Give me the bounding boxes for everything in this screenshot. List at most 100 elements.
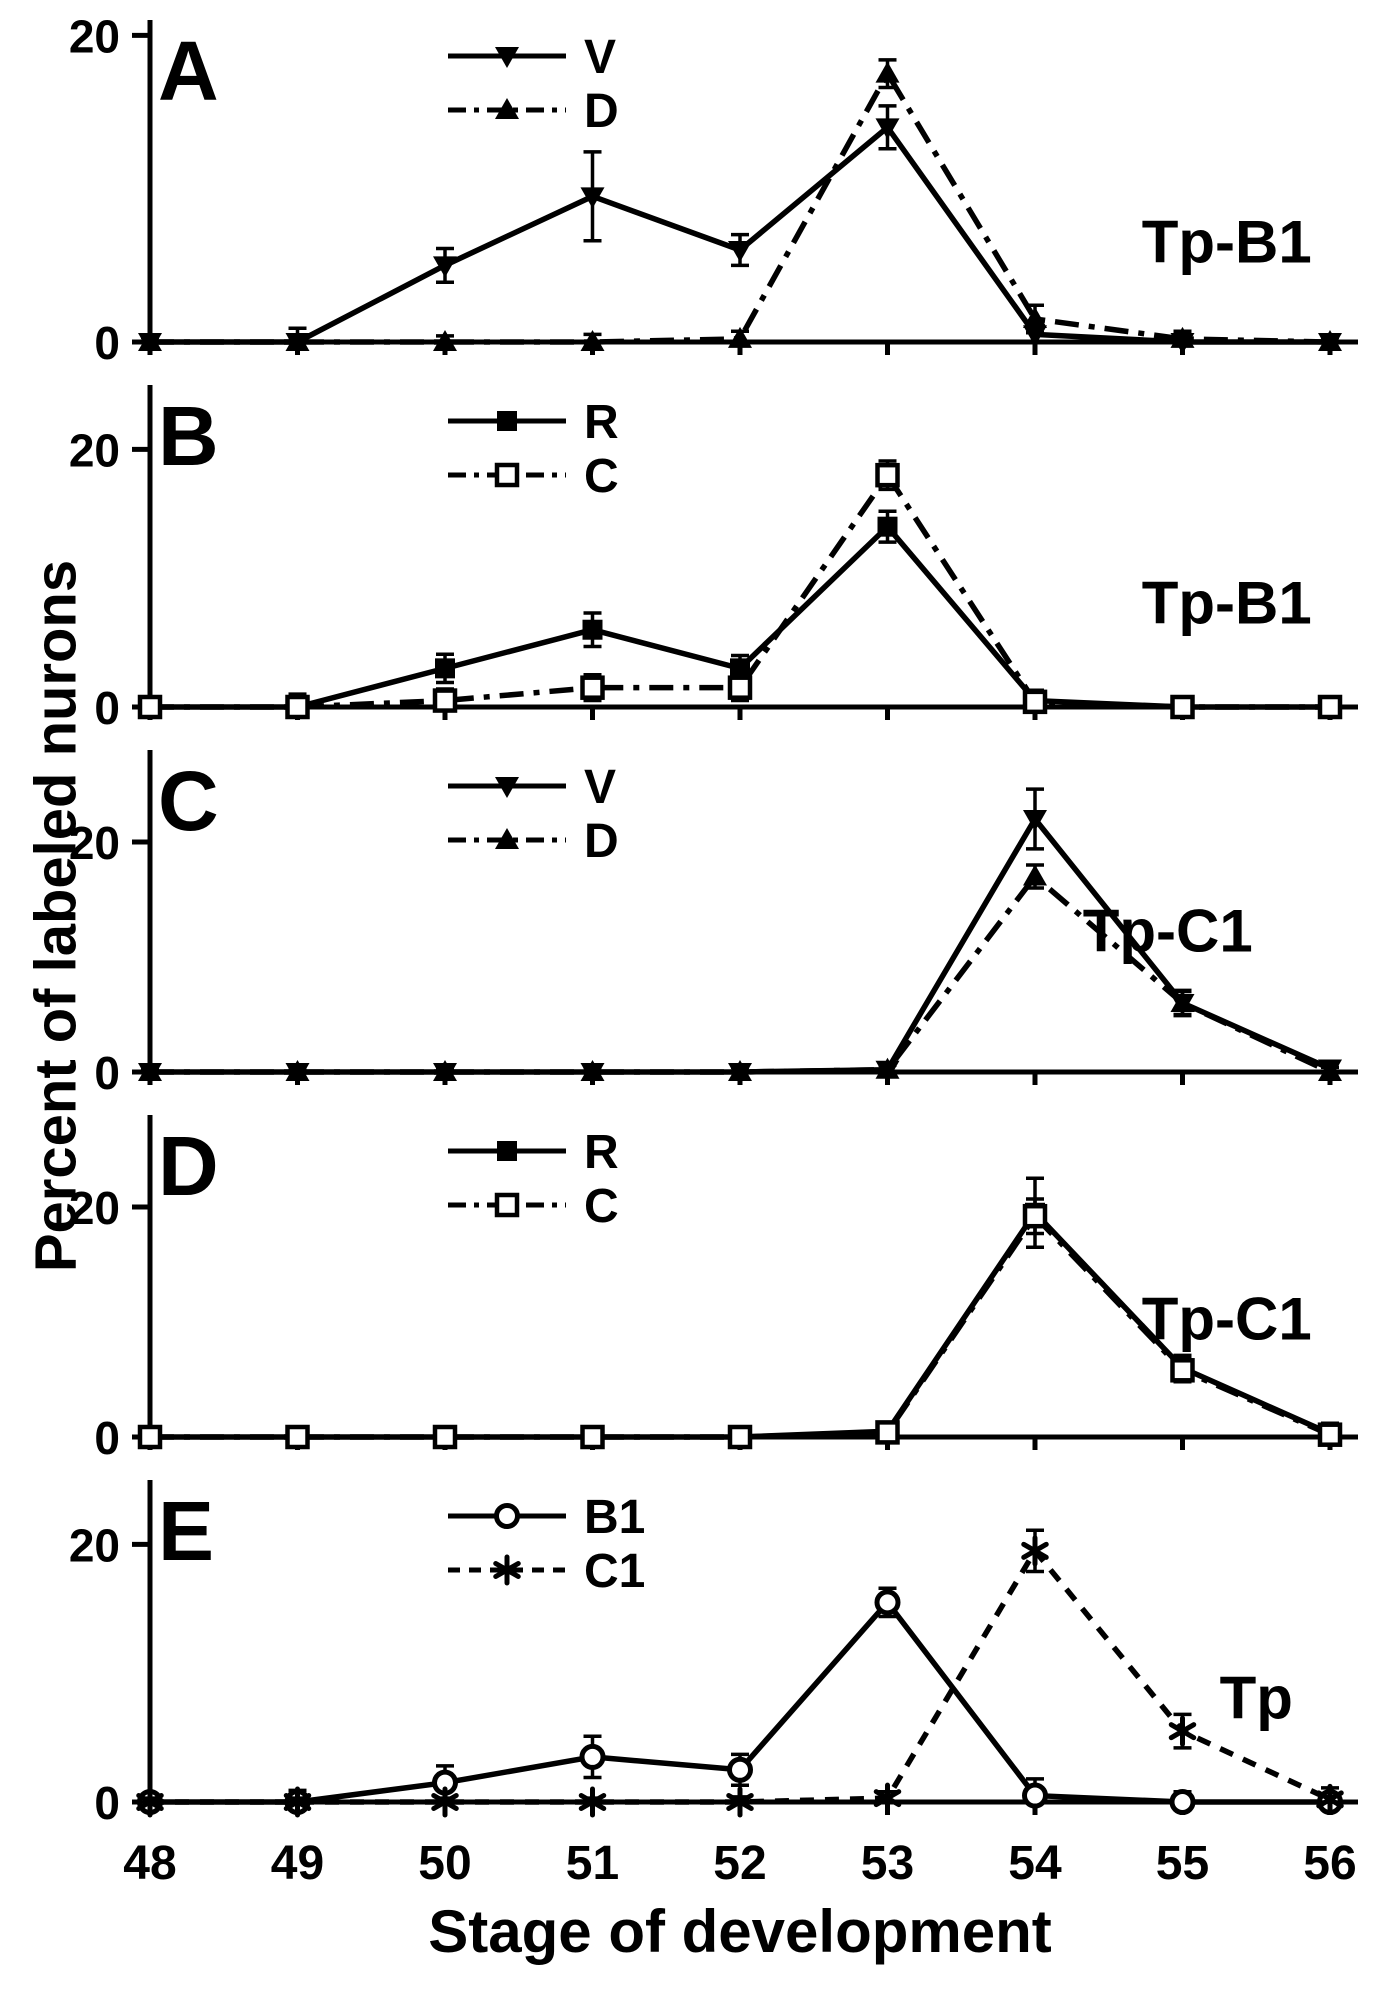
panel-a-plot: 0 20 VD A Tp-B1 [69,10,1358,369]
x-tick-label: 53 [861,1837,914,1890]
open-circle-marker [1169,1789,1196,1815]
triangle-down-marker [875,118,900,140]
triangle-up-marker [1023,307,1047,328]
open-square-marker [494,462,520,488]
asterisk-marker [283,1793,312,1811]
triangle-up-marker [580,1060,605,1081]
panel-c-plot: 0 20 VD C Tp-C1 [69,750,1358,1099]
triangle-down-marker [580,187,605,209]
panel-c-legend: VD [448,761,619,868]
y-tick-label: 20 [69,817,120,869]
asterisk-marker [873,1789,902,1808]
triangle-up-marker [433,330,457,351]
x-tick-label: 54 [1008,1837,1062,1890]
triangle-up-marker [495,828,519,849]
asterisk-marker [136,1793,164,1811]
legend-label: V [584,761,616,814]
triangle-down-marker [728,241,752,262]
open-square-marker [1022,1203,1048,1229]
legend-label: C1 [584,1545,645,1598]
x-tick-label: 56 [1303,1837,1356,1890]
y-tick-label: 20 [69,1182,120,1234]
triangle-up-marker [875,61,900,83]
panel-letter: A [158,24,219,118]
open-square-marker [137,1424,163,1450]
asterisk-marker [1168,1722,1197,1741]
legend-label: V [584,31,616,84]
asterisk-marker [578,1793,607,1811]
y-tick-label: 20 [69,10,120,62]
triangle-up-marker [138,1060,162,1081]
triangle-down-marker [495,777,519,798]
open-square-marker [1317,694,1343,720]
y-axis-title: Percent of labeled nurons [23,559,89,1273]
panel-e-series-c1 [136,1528,1344,1818]
open-circle-marker [494,1503,520,1529]
y-tick-label: 0 [94,317,120,369]
open-square-marker [875,1420,900,1445]
open-circle-marker [1022,1782,1048,1809]
series-line [150,1548,1332,1805]
x-tick-labels-row: 48 49 50 51 52 53 54 55 56 [123,1837,1356,1890]
asterisk-marker [493,1561,521,1579]
panel-b-legend: RC [448,396,619,503]
triangle-up-marker [285,1060,310,1081]
panel-d-axes [132,1115,1358,1450]
legend-label: B1 [584,1491,645,1544]
series-line [150,472,1330,710]
open-square-marker [580,1424,605,1450]
panel-b-series-c [137,459,1343,720]
asterisk-marker [431,1793,459,1811]
triangle-up-marker [495,98,519,119]
x-tick-label: 50 [418,1837,471,1890]
triangle-up-marker [1170,991,1195,1012]
filled-square-marker [497,1141,517,1161]
open-circle-marker [727,1756,753,1783]
panel-e-series-b1 [137,1586,1343,1815]
panel-annotation: Tp-B1 [1142,208,1312,275]
open-square-marker [432,1424,458,1450]
triangle-down-marker [433,256,457,278]
triangle-up-marker [1170,326,1195,348]
panel-letter: E [158,1484,214,1578]
y-tick-label: 20 [69,1519,120,1571]
triangle-up-marker [728,1060,752,1081]
triangle-up-marker [1318,1060,1342,1081]
panel-d-legend: RC [448,1126,619,1233]
triangle-up-marker [728,326,752,348]
x-tick-label: 51 [566,1837,619,1890]
triangle-up-marker [1023,864,1047,886]
x-axis-tick-labels: 48 49 50 51 52 53 54 55 56 [0,1829,1378,1893]
open-circle-marker [579,1743,606,1770]
triangle-up-marker [580,330,605,351]
y-tick-label: 0 [94,682,120,734]
legend-label: D [584,815,619,868]
panel-d-series-c [137,1197,1343,1450]
open-circle-marker [874,1589,901,1616]
panel-annotation: Tp-B1 [1142,569,1312,636]
open-square-marker [580,675,605,700]
panel-annotation: Tp [1220,1664,1293,1731]
triangle-up-marker [138,330,162,351]
asterisk-marker [1021,1541,1049,1560]
open-square-marker [494,1192,520,1218]
triangle-down-marker [495,47,519,68]
open-square-marker [285,694,310,720]
y-tick-label: 0 [94,1777,120,1829]
panel-d-plot: 0 20 RC D Tp-C1 [69,1115,1358,1464]
legend-label: R [584,396,619,449]
y-tick-label: 0 [94,1412,120,1464]
triangle-up-marker [433,1060,457,1081]
legend-label: C [584,1180,619,1233]
panel-a-axes [132,20,1358,355]
filled-square-marker [582,619,603,640]
panel-annotation: Tp-C1 [1083,897,1253,964]
open-square-marker [875,462,900,488]
x-axis-title: Stage of development [428,1898,1052,1965]
panel-c-series-d [138,863,1342,1081]
open-square-marker [727,675,753,700]
open-square-marker [1170,694,1195,720]
asterisk-marker [726,1793,754,1811]
